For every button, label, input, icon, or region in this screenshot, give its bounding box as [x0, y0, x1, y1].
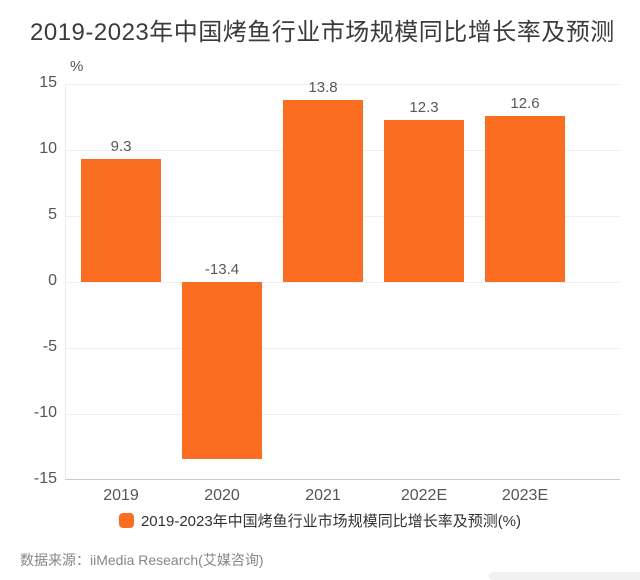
- plot-area: 9.3 2019 -13.4 2020 13.8 2021 12.3 2022E 12.6 202…: [65, 79, 620, 504]
- bar-2020[interactable]: [182, 282, 262, 459]
- x-axis-label-2022E: 2022E: [400, 487, 448, 504]
- gridline--10: [66, 414, 620, 415]
- bar-value-label-2019: 9.3: [110, 138, 132, 156]
- bar-2021[interactable]: [283, 99, 363, 282]
- x-axis-label-2023E: 2023E: [501, 487, 549, 504]
- gridline-0: [66, 282, 620, 283]
- chart-title: 2019-2023年中国烤鱼行业市场规模同比增长率及预测: [30, 19, 615, 46]
- legend[interactable]: 2019-2023年中国烤鱼行业市场规模同比增长率及预测(%): [0, 510, 640, 531]
- y-tick-label-15: 15: [39, 74, 57, 91]
- bar-2022E[interactable]: [384, 119, 464, 282]
- y-axis-unit-label: %: [70, 58, 84, 75]
- y-tick-label--5: -5: [42, 338, 57, 355]
- gridline-15: [66, 84, 620, 85]
- bar-2019[interactable]: [81, 159, 161, 282]
- gridline--5: [66, 348, 620, 349]
- bar-value-label-2020: -13.4: [204, 261, 240, 278]
- bar-value-label-2022E: 12.3: [409, 98, 439, 116]
- y-tick-label-5: 5: [48, 206, 57, 223]
- y-tick-label--15: -15: [33, 470, 57, 487]
- x-axis-label-2020: 2020: [204, 487, 240, 504]
- data-source-label: 数据来源：iiMedia Research(艾媒咨询): [20, 552, 264, 568]
- y-tick-label--10: -10: [33, 404, 57, 421]
- bar-2023E[interactable]: [485, 115, 565, 282]
- bar-value-label-2021: 13.8: [308, 78, 338, 96]
- legend-marker-icon[interactable]: [118, 513, 134, 528]
- y-tick-label-10: 10: [39, 140, 57, 157]
- bar-value-label-2023E: 12.6: [510, 94, 540, 112]
- x-axis-label-2021: 2021: [305, 487, 341, 504]
- y-tick-label-0: 0: [48, 272, 57, 289]
- scrollbar-strip: [489, 572, 640, 580]
- x-axis-label-2019: 2019: [103, 487, 139, 504]
- legend-label[interactable]: 2019-2023年中国烤鱼行业市场规模同比增长率及预测(%): [140, 513, 522, 530]
